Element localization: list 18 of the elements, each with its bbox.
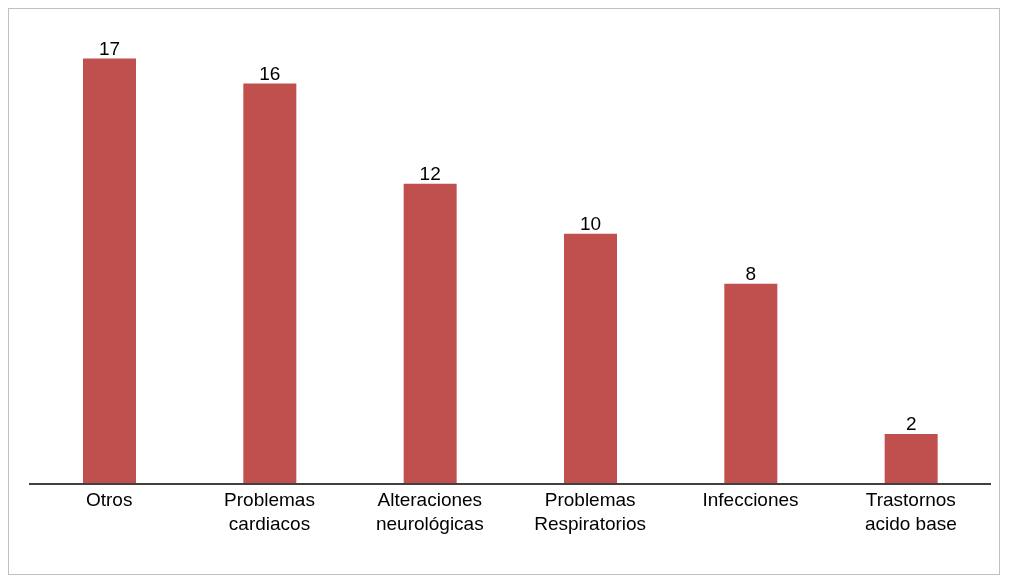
data-label: 2	[905, 412, 917, 434]
bar	[243, 83, 297, 484]
x-tick-label: Problemas Respiratorios	[534, 489, 647, 534]
x-tick-label: Infecciones	[702, 489, 799, 510]
data-label: 12	[419, 162, 441, 184]
x-tick-label: Alteraciones neurológicas	[375, 489, 484, 534]
data-label: 16	[259, 62, 281, 84]
bar	[564, 233, 617, 484]
x-tick-label: Problemas cardiacos	[224, 489, 315, 534]
bar	[403, 183, 457, 484]
data-label: 10	[579, 212, 602, 234]
bar	[884, 433, 938, 484]
data-label: 8	[745, 262, 757, 284]
x-tick-label: Trastornos acido base	[864, 489, 957, 534]
data-label: 17	[98, 37, 121, 59]
x-tick-label: Otros	[85, 489, 133, 510]
bar	[83, 58, 136, 484]
bar	[724, 283, 778, 484]
